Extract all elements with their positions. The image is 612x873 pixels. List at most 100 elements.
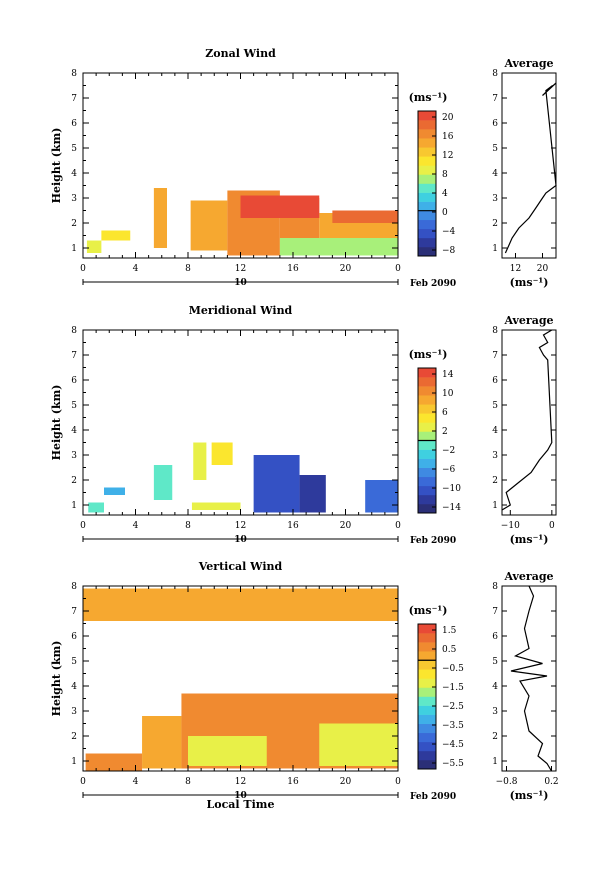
profile-line (504, 82, 557, 254)
colorbar-swatch (418, 422, 436, 432)
colorbar-swatch (418, 759, 436, 770)
heatmap-cell-9 (279, 238, 398, 256)
ytick-label: 4 (71, 682, 77, 692)
colorbar-swatch (418, 467, 436, 478)
ytick-label: 3 (71, 194, 77, 204)
profile-ytick-label: 3 (492, 707, 498, 717)
ytick-label: 1 (71, 501, 77, 511)
xtick-label: 0 (395, 777, 401, 787)
colorbar-label: −2 (442, 446, 455, 456)
profile-ytick-label: 6 (492, 632, 498, 642)
colorbar-label: 0 (442, 208, 448, 218)
profile-xtick-label: −0.8 (496, 777, 518, 787)
colorbar-label: 20 (442, 113, 454, 123)
profile-title: Average (503, 57, 553, 70)
colorbar-swatch (418, 192, 436, 202)
date-suffix: Feb 2090 (410, 279, 456, 289)
colorbar-frame (417, 110, 437, 257)
colorbar-label: −14 (442, 503, 461, 513)
heatmap-cell-0 (85, 753, 143, 771)
heatmap-cell-4 (319, 723, 398, 766)
colorbar-swatch (418, 651, 436, 661)
colorbar-swatch (418, 120, 436, 130)
ytick-label: 5 (71, 401, 77, 411)
profile-xtick-label: 12 (510, 264, 521, 274)
profile-ytick-label: 4 (492, 169, 498, 179)
profile-ytick-label: 2 (492, 219, 498, 229)
colorbar-label: 16 (442, 132, 454, 142)
xtick-label: 16 (287, 264, 299, 274)
profile-ytick-label: 7 (492, 94, 498, 104)
heatmap-cell-7 (299, 475, 326, 513)
colorbar-swatch (418, 458, 436, 468)
colorbar-swatch (418, 413, 436, 423)
ytick-label: 7 (71, 94, 77, 104)
ytick-label: 6 (71, 119, 77, 129)
colorbar-unit: (ms⁻¹) (409, 604, 448, 617)
colorbar-label: 2 (442, 427, 448, 437)
colorbar-label: −5.5 (442, 759, 464, 769)
profile-ytick-label: 5 (492, 401, 498, 411)
xtick-label: 12 (235, 264, 246, 274)
ytick-label: 7 (71, 351, 77, 361)
colorbar-swatch (418, 660, 436, 670)
colorbar-label: 10 (442, 389, 454, 399)
xtick-label: 16 (287, 777, 299, 787)
panel-title: Meridional Wind (189, 304, 293, 317)
ytick-label: 2 (71, 732, 77, 742)
panel-title: Zonal Wind (205, 47, 276, 60)
colorbar-label: −0.5 (442, 664, 464, 674)
xtick-label: 0 (395, 264, 401, 274)
xtick-label: 0 (80, 777, 86, 787)
heatmap-cell-2 (153, 465, 173, 500)
colorbar-swatch (418, 219, 436, 230)
profile-frame (501, 585, 557, 772)
xtick-label: 16 (287, 521, 299, 531)
colorbar-swatch (418, 750, 436, 761)
profile-ytick-label: 1 (492, 501, 498, 511)
colorbar-swatch (418, 183, 436, 193)
profile-ytick-label: 4 (492, 426, 498, 436)
profile-ytick-label: 7 (492, 351, 498, 361)
ytick-label: 4 (71, 169, 77, 179)
profile-ytick-label: 8 (492, 69, 498, 79)
panel-title: Vertical Wind (198, 560, 283, 573)
heatmap-cell-3 (188, 736, 267, 766)
colorbar-swatch (418, 741, 436, 752)
colorbar-swatch (418, 210, 436, 221)
xtick-label: 4 (133, 264, 139, 274)
ytick-label: 5 (71, 657, 77, 667)
colorbar-swatch (418, 377, 436, 387)
colorbar-swatch (418, 368, 436, 378)
colorbar-unit: (ms⁻¹) (409, 348, 448, 361)
ytick-label: 6 (71, 632, 77, 642)
heatmap-cell-0 (88, 502, 104, 513)
xtick-label: 0 (80, 264, 86, 274)
xtick-label: 20 (340, 264, 352, 274)
colorbar-swatch (418, 485, 436, 496)
xtick-label: 8 (185, 521, 191, 531)
profile-ytick-label: 8 (492, 326, 498, 336)
y-axis-label: Height (km) (50, 385, 63, 461)
colorbar-swatch (418, 386, 436, 396)
colorbar-swatch (418, 476, 436, 487)
colorbar-swatch (418, 714, 436, 724)
heatmap-cell-4 (211, 442, 233, 465)
profile-line (501, 329, 553, 511)
heatmap-cell-3 (193, 442, 207, 480)
heatmap-cell-5 (191, 502, 241, 510)
profile-xtick-label: 20 (537, 264, 549, 274)
colorbar-swatch (418, 705, 436, 715)
colorbar-swatch (418, 431, 436, 441)
colorbar-label: 8 (442, 170, 448, 180)
colorbar-label: 14 (442, 370, 454, 380)
profile-ytick-label: 2 (492, 476, 498, 486)
colorbar-swatch (418, 624, 436, 634)
colorbar-swatch (418, 246, 436, 257)
colorbar-label: −4.5 (442, 740, 464, 750)
colorbar-swatch (418, 723, 436, 734)
profile-xtick-label: 0 (549, 521, 555, 531)
profile-frame (501, 329, 557, 516)
profile-ytick-label: 4 (492, 682, 498, 692)
